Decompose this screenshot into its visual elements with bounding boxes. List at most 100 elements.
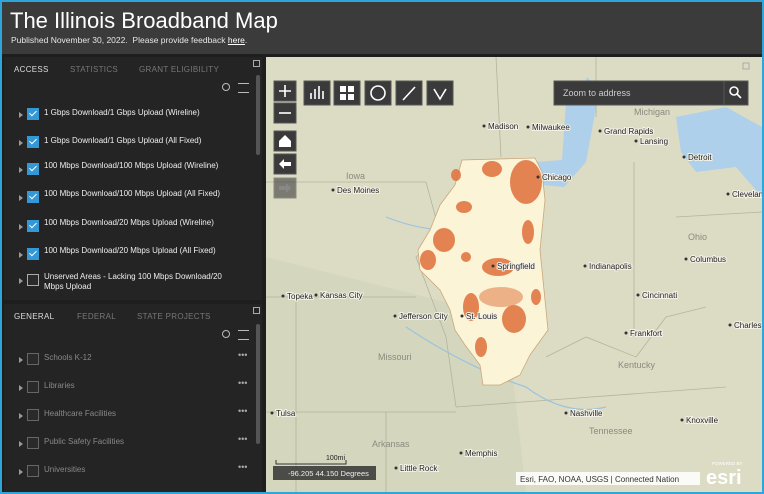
city-label: Cleveland [732,190,762,199]
filter-icon[interactable] [238,330,249,340]
expand-caret[interactable] [19,140,23,146]
tab[interactable]: ACCESS [14,65,49,74]
attribution: Esri, FAO, NOAA, USGS | Connected Nation [520,475,679,484]
expand-caret[interactable] [19,224,23,230]
filter-icon[interactable] [238,83,249,93]
tab[interactable]: GENERAL [14,312,55,321]
basemap-tool[interactable] [333,80,361,106]
esri-logo: esri [706,467,742,489]
expand-caret[interactable] [19,413,23,419]
more-menu[interactable]: ••• [238,406,248,416]
search-button[interactable] [723,80,749,106]
city-dot [583,264,587,268]
checkbox[interactable] [27,108,39,120]
checkbox[interactable] [27,381,39,393]
tab[interactable]: FEDERAL [77,312,116,321]
maximize[interactable] [742,62,750,70]
layer-item: 100 Mbps Download/20 Mbps Upload (All Fi… [4,245,254,271]
layer-label: Universities [44,465,86,474]
search-placeholder: Zoom to address [563,88,631,98]
layer-item: 100 Mbps Download/20 Mbps Upload (Wireli… [4,217,254,243]
search-icon[interactable] [222,83,230,91]
more-menu[interactable]: ••• [238,350,248,360]
checkbox[interactable] [27,136,39,148]
tab[interactable]: STATISTICS [70,65,119,74]
expand-caret[interactable] [19,357,23,363]
layer-label: 1 Gbps Download/1 Gbps Upload (All Fixed… [44,136,202,145]
checkbox[interactable] [27,465,39,477]
city-dot [482,124,486,128]
legend-tool[interactable] [364,80,392,106]
city-label: St. Louis [466,312,497,321]
header: The Illinois Broadband Map Published Nov… [2,2,762,54]
expand-caret[interactable] [19,278,23,284]
city-dot [564,411,568,415]
layer-label: Public Safety Facilities [44,437,125,446]
scale-bar [275,460,347,465]
tab[interactable]: STATE PROJECTS [137,312,211,321]
feedback-link[interactable]: here [227,35,245,45]
expand-caret[interactable] [19,112,23,118]
expand-caret[interactable] [19,385,23,391]
expand-caret[interactable] [19,195,23,201]
checkbox[interactable] [27,409,39,421]
checkbox[interactable] [27,163,39,175]
layer-label: 1 Gbps Download/1 Gbps Upload (Wireline) [44,108,200,117]
city-dot [314,293,318,297]
share-tool[interactable] [426,80,454,106]
map[interactable]: Michigan Madison Milwaukee Grand RapidsLans… [266,57,762,492]
expand-caret[interactable] [19,469,23,475]
expand-caret[interactable] [19,167,23,173]
city-label: Lansing [640,137,668,146]
scrollbar[interactable] [256,75,260,155]
expand-caret[interactable] [19,441,23,447]
checkbox[interactable] [27,353,39,365]
layer-label: Unserved Areas - Lacking 100 Mbps Downlo… [44,272,222,291]
city-dot [684,257,688,261]
city-label: Milwaukee [532,123,570,132]
checkbox[interactable] [27,248,39,260]
city-label: Knoxville [686,416,719,425]
checkbox[interactable] [27,220,39,232]
city-label: Springfield [497,262,535,271]
scrollbar[interactable] [256,324,260,444]
city-label: Frankfort [630,329,663,338]
city-dot [536,175,540,179]
tab[interactable]: GRANT ELIGIBILITY [139,65,220,74]
more-menu[interactable]: ••• [238,434,248,444]
more-menu[interactable]: ••• [238,378,248,388]
layer-item: 100 Mbps Download/100 Mbps Upload (All F… [4,188,254,214]
checkbox[interactable] [27,191,39,203]
layer-label: 100 Mbps Download/100 Mbps Upload (Wirel… [44,161,219,170]
checkbox[interactable] [27,437,39,449]
layer-label: 100 Mbps Download/100 Mbps Upload (All F… [44,189,221,198]
city-dot [460,314,464,318]
city-label: Nashville [570,409,603,418]
city-dot [680,418,684,422]
check-mark [29,108,37,117]
coordinates: -96.205 44.150 Degrees [288,469,369,478]
chart-tool[interactable] [303,80,331,106]
layer-item: Schools K-12 ••• [4,350,254,376]
expand-caret[interactable] [19,252,23,258]
city-label: Indianapolis [589,262,632,271]
city-label: Charleston [734,321,762,330]
coverage [420,160,542,357]
minimize[interactable] [253,60,260,67]
layer-item: Healthcare Facilities ••• [4,406,254,432]
layer-label: Schools K-12 [44,353,92,362]
search-box[interactable] [553,80,725,106]
minimize[interactable] [253,307,260,314]
checkbox[interactable] [27,274,39,286]
subtitle: Published November 30, 2022. Please prov… [11,35,247,45]
search-icon[interactable] [222,330,230,338]
city-label: Jefferson City [399,312,448,321]
city-dot [624,331,628,335]
more-menu[interactable]: ••• [238,462,248,472]
city-label: Detroit [688,153,712,162]
city-label: Kansas City [320,291,363,300]
layer-item: 100 Mbps Download/100 Mbps Upload (Wirel… [4,160,254,186]
layer-item: Public Safety Facilities ••• [4,434,254,460]
coordinates-box [273,466,376,480]
